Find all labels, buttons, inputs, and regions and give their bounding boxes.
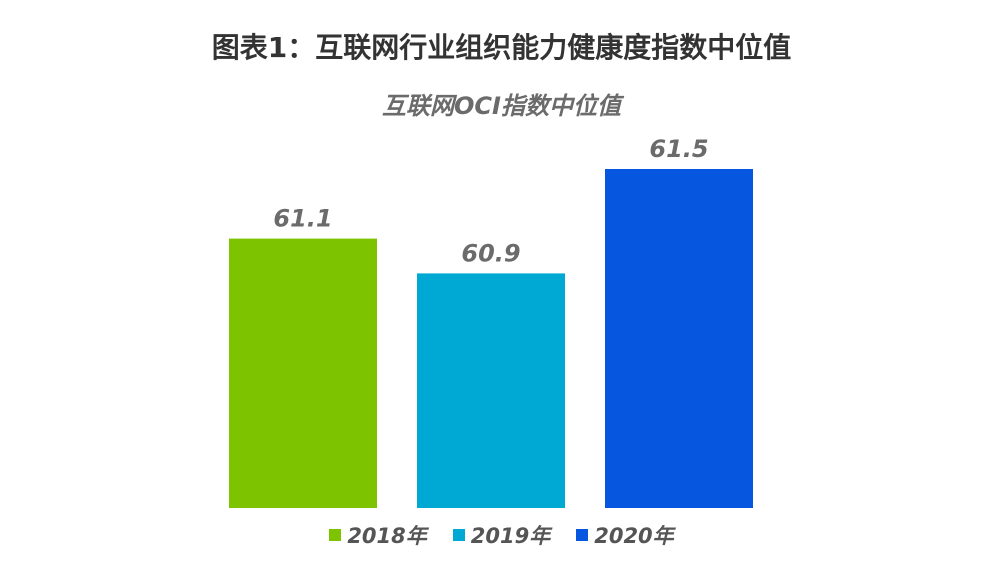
legend-label-2020: 2020年 [594,524,674,548]
bar-2 [417,273,565,508]
legend-item-2019: 2019年 [452,520,551,550]
data-label-3: 61.5 [649,135,708,163]
legend-item-2020: 2020年 [576,520,674,550]
legend-label-2019: 2019年 [470,524,551,548]
data-label-2: 60.9 [461,239,520,267]
chart-legend: 2018年 2019年 2020年 [0,520,1003,550]
bar-1 [229,238,377,508]
bar-3 [605,169,753,508]
page-title: 图表1：互联网行业组织能力健康度指数中位值 [211,31,792,64]
legend-item-2018: 2018年 [329,520,427,550]
legend-label-2018: 2018年 [347,524,427,548]
legend-swatch-2018 [329,529,342,541]
data-label-1: 61.1 [273,205,332,233]
legend-swatch-2019 [452,529,465,541]
chart-title: 互联网OCI指数中位值 [382,92,621,120]
legend-swatch-2020 [576,529,589,541]
